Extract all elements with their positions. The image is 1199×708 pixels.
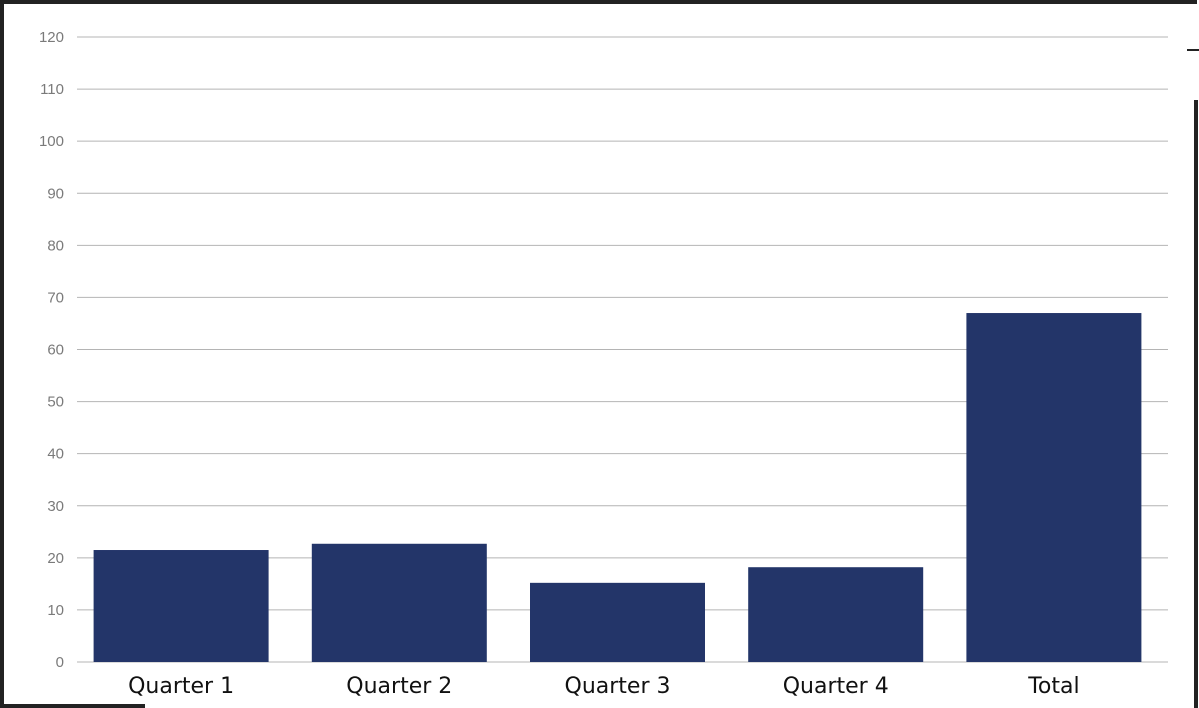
bar-quarter-1 <box>93 550 269 662</box>
y-tick-label: 60 <box>47 342 64 359</box>
bar-quarter-4 <box>748 567 924 662</box>
y-tick-label: 70 <box>47 289 64 306</box>
bar-quarter-2 <box>311 543 487 662</box>
bar-quarter-3 <box>530 582 705 662</box>
x-axis-ticks: Quarter 1 Quarter 2 Quarter 3 Quarter 4 Tota… <box>128 674 1079 699</box>
bar-total <box>966 313 1142 662</box>
y-tick-label: 0 <box>56 654 64 671</box>
y-tick-label: 20 <box>47 550 64 567</box>
x-tick-label: Quarter 4 <box>783 674 889 699</box>
y-tick-label: 90 <box>47 185 64 202</box>
y-axis-ticks: 0 10 20 30 40 50 60 70 80 90 100 110 120 <box>39 29 64 671</box>
y-tick-label: 120 <box>39 29 64 46</box>
x-tick-label: Quarter 2 <box>346 674 452 699</box>
y-tick-label: 110 <box>40 81 64 98</box>
y-tick-label: 40 <box>47 446 64 463</box>
y-tick-label: 50 <box>47 394 64 411</box>
bars <box>93 313 1142 662</box>
x-tick-label: Quarter 3 <box>565 674 671 699</box>
x-tick-label: Quarter 1 <box>128 674 234 699</box>
y-tick-label: 100 <box>39 133 64 150</box>
y-tick-label: 80 <box>47 237 64 254</box>
y-tick-label: 10 <box>47 602 64 619</box>
x-tick-label: Total <box>1027 674 1079 699</box>
y-tick-label: 30 <box>47 498 64 515</box>
